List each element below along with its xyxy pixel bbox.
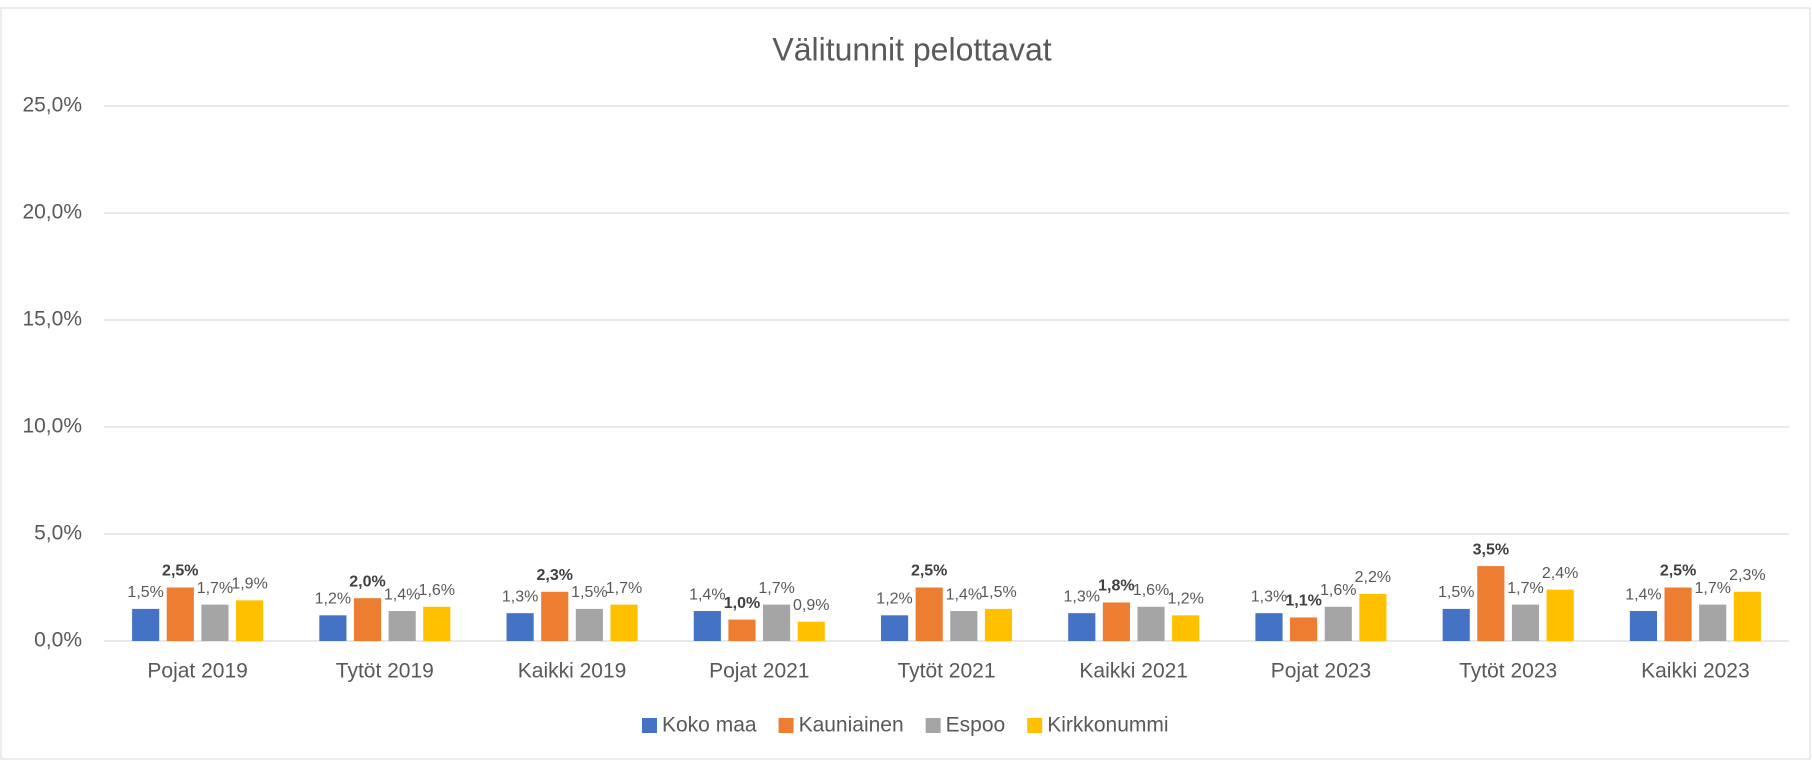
data-label: 2,5% xyxy=(162,563,198,580)
data-label: 1,7% xyxy=(1507,580,1543,597)
data-label: 2,5% xyxy=(1660,563,1696,580)
bar xyxy=(541,591,569,641)
x-tick-label: Tytöt 2023 xyxy=(1459,660,1557,683)
data-label: 1,0% xyxy=(724,595,760,612)
legend-swatch xyxy=(925,718,941,733)
x-tick-label: Tytöt 2021 xyxy=(897,660,995,683)
bar xyxy=(1359,593,1387,641)
data-label: 1,6% xyxy=(1320,582,1356,599)
bar xyxy=(1172,615,1200,641)
bar xyxy=(728,619,756,641)
y-tick-label: 25,0% xyxy=(22,94,82,117)
data-label: 1,5% xyxy=(571,584,607,601)
bar xyxy=(388,611,416,641)
chart-frame xyxy=(0,7,1811,760)
bar xyxy=(506,613,534,641)
data-label: 1,6% xyxy=(1133,582,1169,599)
data-label: 1,7% xyxy=(758,580,794,597)
bar xyxy=(423,606,451,641)
bar xyxy=(1733,591,1761,641)
chart-title: Välitunnit pelottavat xyxy=(772,31,1051,67)
data-label: 1,9% xyxy=(231,576,267,593)
bar xyxy=(1255,613,1283,641)
bar xyxy=(1290,617,1318,641)
bar xyxy=(984,608,1013,641)
legend-swatch xyxy=(1027,718,1043,733)
bar xyxy=(1664,587,1692,641)
data-label: 2,0% xyxy=(349,573,385,590)
data-label: 1,7% xyxy=(1694,580,1730,597)
data-label: 0,9% xyxy=(793,597,829,614)
bar xyxy=(319,615,347,641)
bar xyxy=(575,608,603,641)
bar xyxy=(1137,606,1165,641)
data-label: 1,6% xyxy=(419,582,455,599)
legend-swatch xyxy=(778,718,794,733)
bar xyxy=(132,608,160,641)
data-label: 1,2% xyxy=(876,591,912,608)
data-label: 2,5% xyxy=(911,563,947,580)
data-label: 2,2% xyxy=(1355,569,1391,586)
bar xyxy=(763,604,791,641)
bar xyxy=(915,587,943,641)
bar xyxy=(1102,602,1130,641)
data-label: 1,8% xyxy=(1098,578,1134,595)
data-label: 1,3% xyxy=(502,588,538,605)
x-tick-label: Pojat 2023 xyxy=(1271,660,1371,683)
data-label: 1,3% xyxy=(1251,588,1287,605)
legend-label: Espoo xyxy=(946,714,1006,737)
data-label: 2,3% xyxy=(537,567,573,584)
data-label: 1,2% xyxy=(1167,591,1203,608)
bar xyxy=(353,598,382,641)
x-tick-label: Kaikki 2023 xyxy=(1641,660,1750,683)
bar xyxy=(1699,604,1727,641)
x-tick-label: Kaikki 2019 xyxy=(518,660,627,683)
data-label: 1,7% xyxy=(606,580,642,597)
data-label: 1,5% xyxy=(980,584,1016,601)
bar xyxy=(880,615,909,641)
bar xyxy=(693,611,721,641)
x-tick-label: Kaikki 2021 xyxy=(1079,660,1188,683)
legend-label: Kirkkonummi xyxy=(1047,714,1168,737)
x-tick-label: Pojat 2019 xyxy=(147,660,247,683)
bar xyxy=(1324,606,1352,641)
bar xyxy=(1068,613,1096,641)
bar xyxy=(1477,566,1505,641)
x-tick-label: Pojat 2021 xyxy=(709,660,809,683)
bar xyxy=(1546,589,1574,641)
bar xyxy=(1629,611,1658,641)
data-label: 1,4% xyxy=(946,586,982,603)
bar xyxy=(201,604,229,641)
data-label: 2,3% xyxy=(1729,567,1765,584)
bar xyxy=(1442,608,1470,641)
data-label: 2,4% xyxy=(1542,565,1578,582)
bar xyxy=(610,604,638,641)
data-label: 1,2% xyxy=(315,591,351,608)
y-tick-label: 0,0% xyxy=(34,629,82,652)
data-label: 1,4% xyxy=(1625,586,1661,603)
data-label: 1,7% xyxy=(197,580,233,597)
x-tick-label: Tytöt 2019 xyxy=(336,660,434,683)
y-tick-label: 20,0% xyxy=(22,201,82,224)
y-tick-label: 10,0% xyxy=(22,415,82,438)
legend-label: Koko maa xyxy=(662,714,757,737)
legend-label: Kauniainen xyxy=(799,714,904,737)
data-label: 3,5% xyxy=(1473,541,1509,558)
legend-swatch xyxy=(642,718,657,733)
data-label: 1,4% xyxy=(384,586,420,603)
bar xyxy=(166,587,194,641)
data-label: 1,5% xyxy=(1438,584,1474,601)
bar xyxy=(797,621,825,641)
y-tick-label: 15,0% xyxy=(22,308,82,331)
data-label: 1,4% xyxy=(689,586,725,603)
y-tick-label: 5,0% xyxy=(34,522,82,545)
bar xyxy=(235,600,264,641)
bar xyxy=(950,611,978,641)
data-label: 1,3% xyxy=(1064,588,1100,605)
data-label: 1,1% xyxy=(1285,593,1321,610)
bar xyxy=(1511,604,1540,641)
data-label: 1,5% xyxy=(127,584,163,601)
